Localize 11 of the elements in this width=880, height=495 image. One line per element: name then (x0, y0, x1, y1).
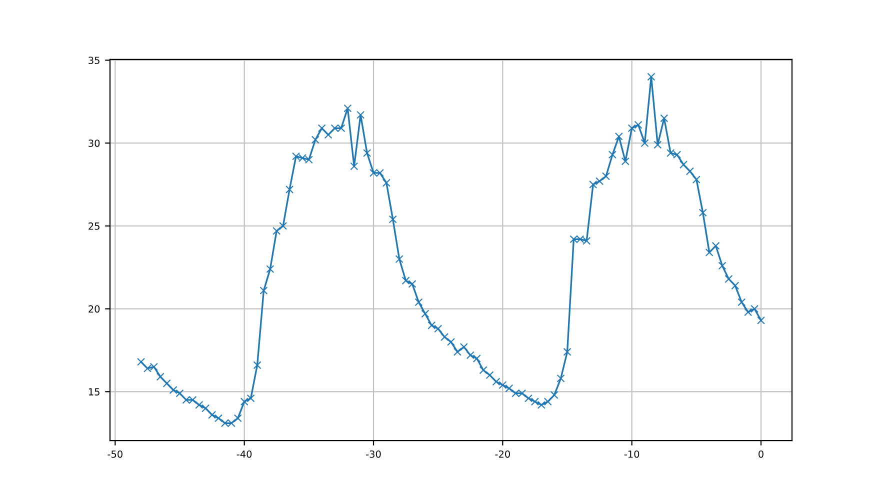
x-tick-label: 0 (758, 450, 764, 458)
y-tick-label: 20 (88, 305, 100, 313)
x-tick-label: -10 (624, 450, 640, 458)
x-tick-label: -20 (495, 450, 510, 458)
x-tick-label: -30 (366, 450, 381, 458)
x-tick-label: -50 (108, 450, 122, 458)
y-tick-label: 30 (88, 140, 100, 147)
y-tick-label: 35 (88, 56, 100, 64)
y-tick-label: 25 (88, 222, 100, 230)
x-tick-label: -40 (236, 450, 252, 458)
y-tick-label: 15 (88, 388, 100, 396)
